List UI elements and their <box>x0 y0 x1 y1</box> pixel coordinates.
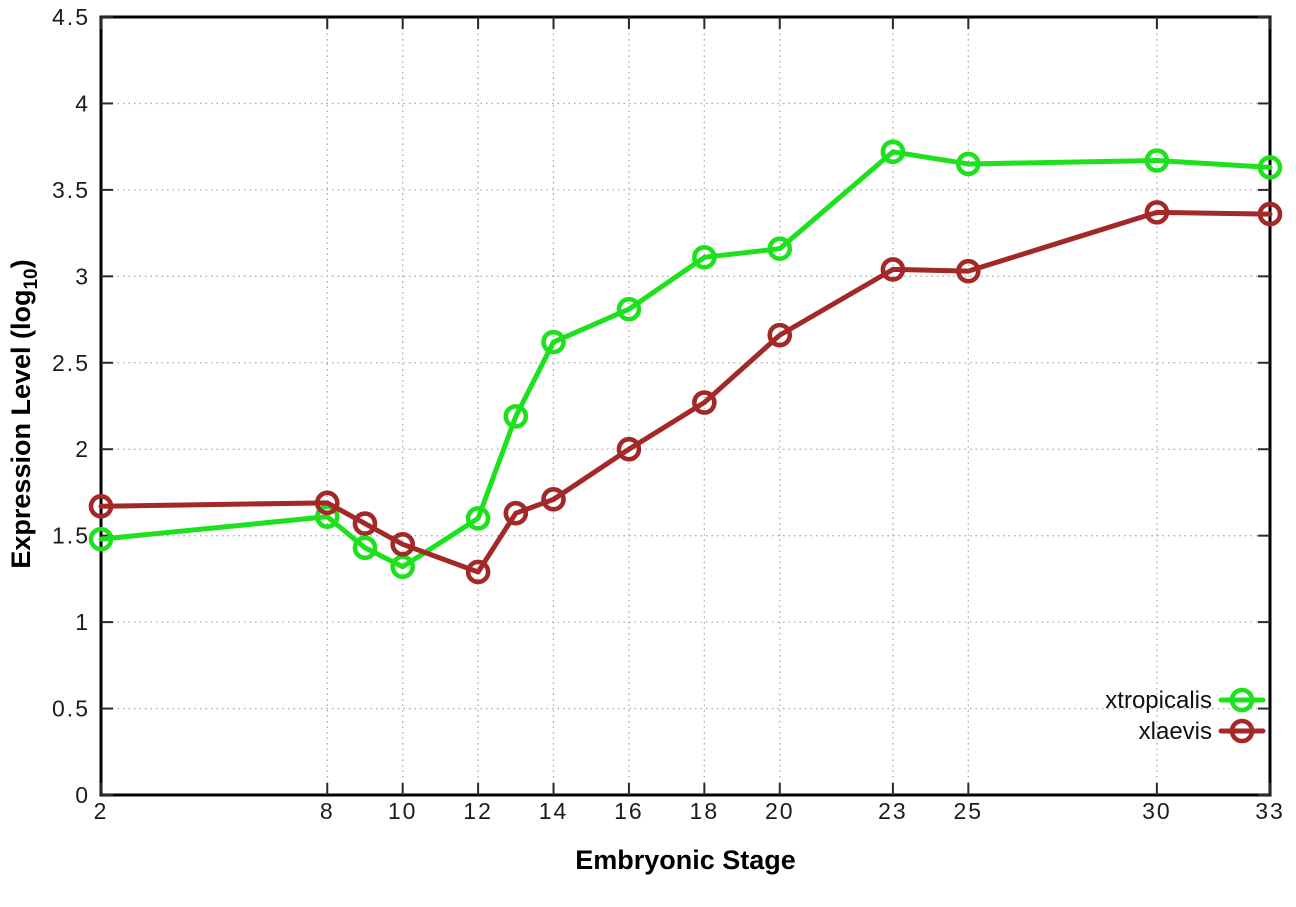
y-tick-label: 0 <box>75 782 90 808</box>
y-axis-label: Expression Level (log10) <box>6 259 42 568</box>
x-tick-label: 2 <box>94 798 109 824</box>
data-point-marker-xlaevis <box>616 436 642 462</box>
data-point-marker-xlaevis <box>767 322 793 348</box>
legend-sample-marker-xlaevis <box>1229 718 1255 744</box>
data-point-marker-xtropicalis <box>956 151 981 177</box>
data-point-marker-xlaevis <box>880 257 906 282</box>
data-point-marker-xtropicalis <box>880 139 906 165</box>
data-point-marker-xtropicalis <box>1144 148 1170 173</box>
data-point-marker-xtropicalis <box>503 404 529 429</box>
data-point-marker-xlaevis <box>352 511 378 536</box>
data-point-marker-xtropicalis <box>692 245 717 270</box>
x-axis-label: Embryonic Stage <box>575 845 796 875</box>
data-point-marker-xlaevis <box>956 258 981 284</box>
x-tick-label: 33 <box>1255 798 1285 824</box>
data-point-marker-xtropicalis <box>465 506 491 531</box>
x-tick-label: 20 <box>765 798 795 824</box>
x-tick-label: 23 <box>878 798 908 824</box>
x-tick-label: 10 <box>388 798 418 824</box>
data-point-marker-xlaevis <box>541 487 566 512</box>
legend-sample-marker-xtropicalis <box>1229 687 1255 713</box>
x-tick-label: 12 <box>463 798 493 824</box>
data-point-marker-xtropicalis <box>314 504 340 529</box>
legend-label-xtropicalis: xtropicalis <box>1105 687 1212 714</box>
data-point-marker-xtropicalis <box>767 236 793 261</box>
data-point-marker-xtropicalis <box>390 554 415 580</box>
data-point-marker-xtropicalis <box>88 526 114 552</box>
y-tick-label: 0.5 <box>52 696 90 722</box>
data-point-marker-xlaevis <box>465 559 491 585</box>
data-point-marker-xlaevis <box>1144 200 1170 225</box>
y-tick-label: 3 <box>75 263 90 289</box>
data-point-marker-xlaevis <box>390 532 415 557</box>
y-tick-label: 1 <box>75 609 90 635</box>
data-point-marker-xlaevis <box>503 500 529 526</box>
y-tick-label: 1.5 <box>52 523 90 549</box>
legend-label-xlaevis: xlaevis <box>1139 718 1212 745</box>
x-tick-label: 30 <box>1142 798 1172 824</box>
data-point-marker-xlaevis <box>88 493 114 519</box>
data-point-marker-xtropicalis <box>616 296 642 322</box>
y-tick-label: 4.5 <box>52 4 90 30</box>
x-tick-label: 8 <box>320 798 335 824</box>
y-tick-label: 4 <box>75 90 90 116</box>
x-tick-label: 14 <box>539 798 569 824</box>
plot-border <box>99 15 1272 797</box>
data-point-marker-xlaevis <box>1257 201 1283 227</box>
y-tick-label: 3.5 <box>52 177 90 203</box>
x-tick-label: 16 <box>614 798 644 824</box>
series-line-xlaevis <box>98 209 1273 575</box>
data-point-marker-xtropicalis <box>352 535 378 561</box>
data-point-marker-xlaevis <box>692 390 717 415</box>
x-tick-label: 18 <box>690 798 720 824</box>
y-tick-label: 2.5 <box>52 350 90 376</box>
x-tick-label: 25 <box>954 798 984 824</box>
y-tick-label: 2 <box>75 436 90 462</box>
data-point-marker-xtropicalis <box>1257 155 1283 180</box>
data-point-marker-xtropicalis <box>541 329 566 355</box>
data-point-marker-xlaevis <box>314 490 340 516</box>
series-line-xtropicalis <box>98 149 1273 570</box>
